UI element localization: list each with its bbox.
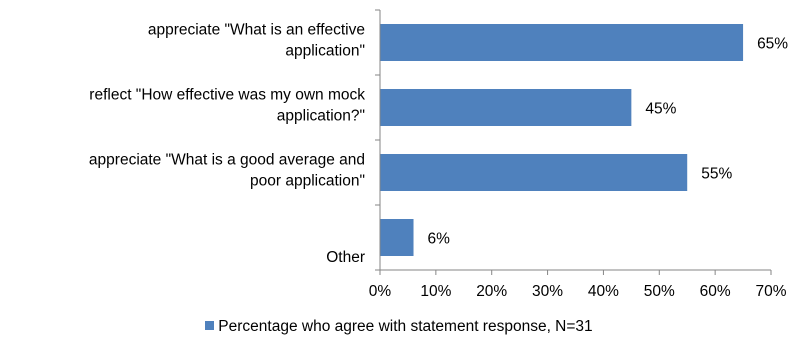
category-label: reflect "How effective was my own mock [89,87,365,104]
x-tick-label: 60% [700,283,731,300]
bars-layer [380,24,744,256]
bar [380,24,744,61]
category-label: poor application" [250,173,365,190]
bar [380,89,632,126]
category-label: appreciate "What is an effective [148,22,365,39]
category-label: application?" [277,108,365,125]
category-label: appreciate "What is a good average and [89,152,365,169]
x-tick-label: 70% [755,283,786,300]
bar [380,154,688,191]
x-tick-label: 30% [532,283,563,300]
labels-layer: 65% appreciate "What is an effective appli… [89,22,788,301]
axes [375,9,772,275]
data-label: 55% [701,166,732,183]
bar [380,219,414,256]
category-label: Other [326,249,365,266]
x-tick-label: 50% [644,283,675,300]
x-tick-label: 10% [420,283,451,300]
category-label: application" [285,43,365,60]
data-label: 6% [428,231,451,248]
legend-label: Percentage who agree with statement resp… [218,318,593,335]
legend-swatch [205,321,215,330]
x-tick-label: 0% [369,283,392,300]
data-label: 45% [645,101,676,118]
x-tick-label: 40% [588,283,619,300]
legend: Percentage who agree with statement resp… [0,318,798,336]
data-label: 65% [757,36,788,53]
x-tick-label: 20% [476,283,507,300]
